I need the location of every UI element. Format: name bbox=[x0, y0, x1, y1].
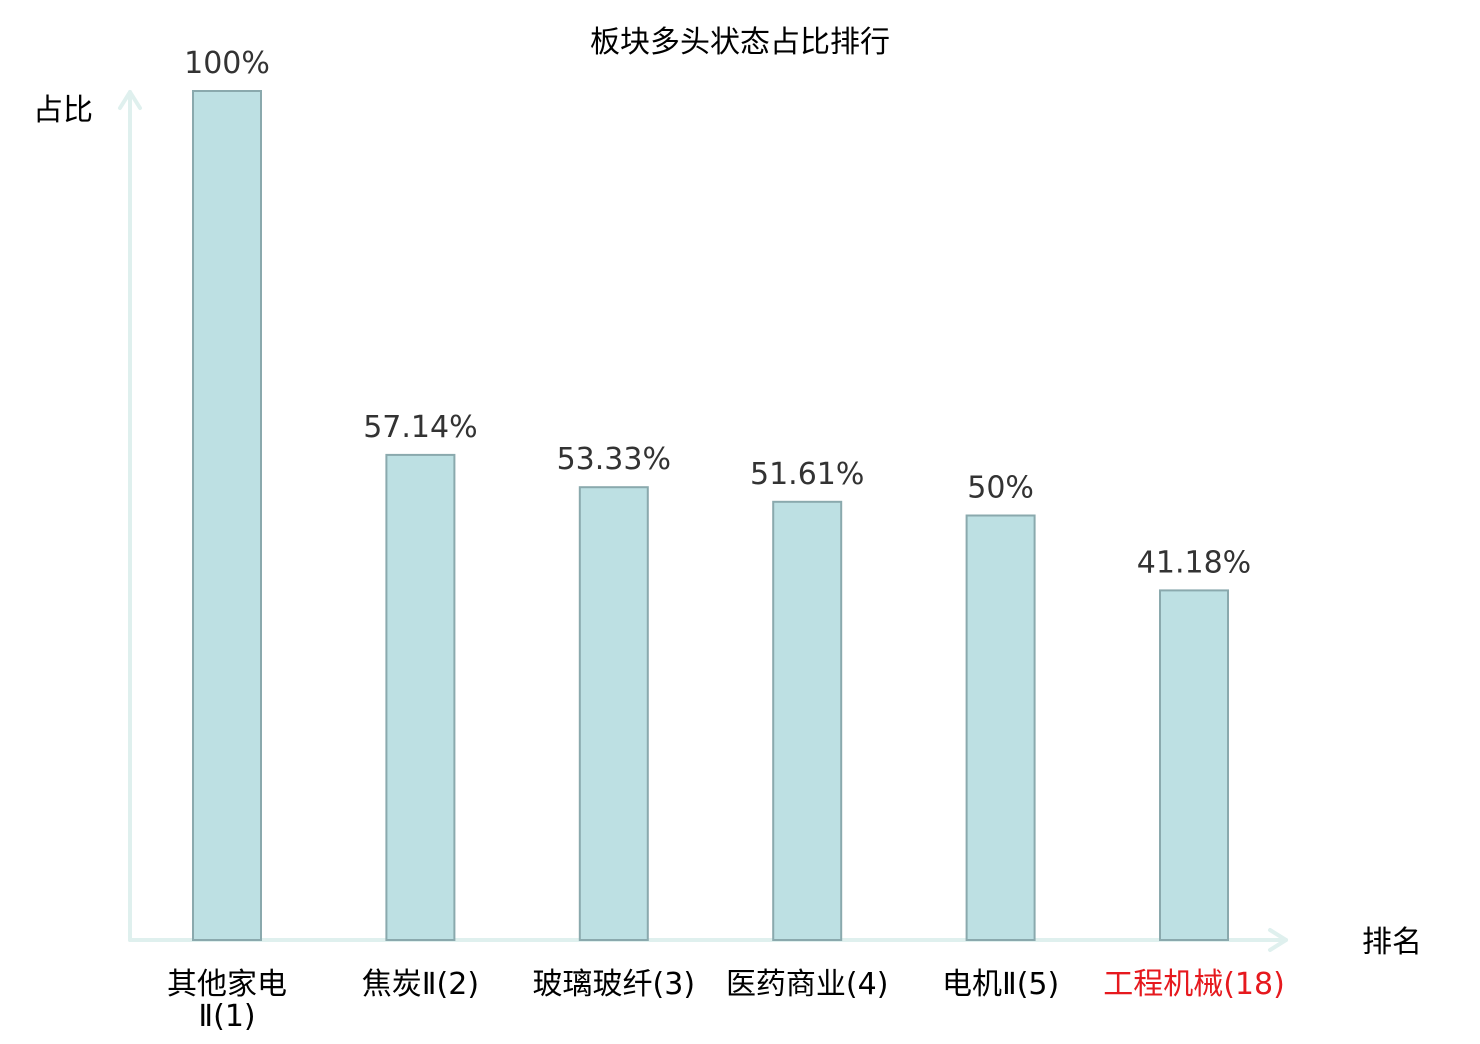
category-tick-label: 电机Ⅱ(5) bbox=[942, 967, 1059, 1002]
chart-title: 板块多头状态占比排行 bbox=[590, 25, 890, 60]
bar-value-label: 50% bbox=[967, 471, 1034, 506]
bars-group bbox=[192, 90, 1229, 942]
x-axis-label: 排名 bbox=[1362, 925, 1422, 960]
category-tick-label: 玻璃玻纤(3) bbox=[533, 967, 696, 1002]
x-axis-arrowhead bbox=[1268, 928, 1288, 952]
y-axis-label: 占比 bbox=[33, 93, 93, 128]
bar bbox=[1159, 589, 1229, 942]
y-axis-arrowhead bbox=[118, 90, 142, 110]
category-tick-label: Ⅱ(1) bbox=[198, 999, 255, 1034]
category-tick-label: 其他家电 bbox=[167, 967, 287, 1002]
bar-value-label: 100% bbox=[184, 46, 270, 81]
value-labels-group: 100% 57.14% 53.33% 51.61% 50% 41.18% bbox=[184, 46, 1251, 580]
category-tick-label: 焦炭Ⅱ(2) bbox=[362, 967, 479, 1002]
bar-value-label: 51.61% bbox=[750, 457, 864, 492]
bar bbox=[192, 90, 262, 941]
category-tick-label: 医药商业(4) bbox=[726, 967, 889, 1002]
bar bbox=[772, 500, 843, 941]
bar bbox=[965, 514, 1036, 941]
bar-value-label: 41.18% bbox=[1137, 545, 1251, 580]
category-tick-label: 工程机械(18) bbox=[1103, 967, 1285, 1002]
bar-value-label: 53.33% bbox=[557, 442, 671, 477]
bar bbox=[578, 486, 649, 941]
axes bbox=[118, 90, 1288, 952]
bar bbox=[385, 453, 456, 941]
bar-value-label: 57.14% bbox=[363, 410, 477, 445]
